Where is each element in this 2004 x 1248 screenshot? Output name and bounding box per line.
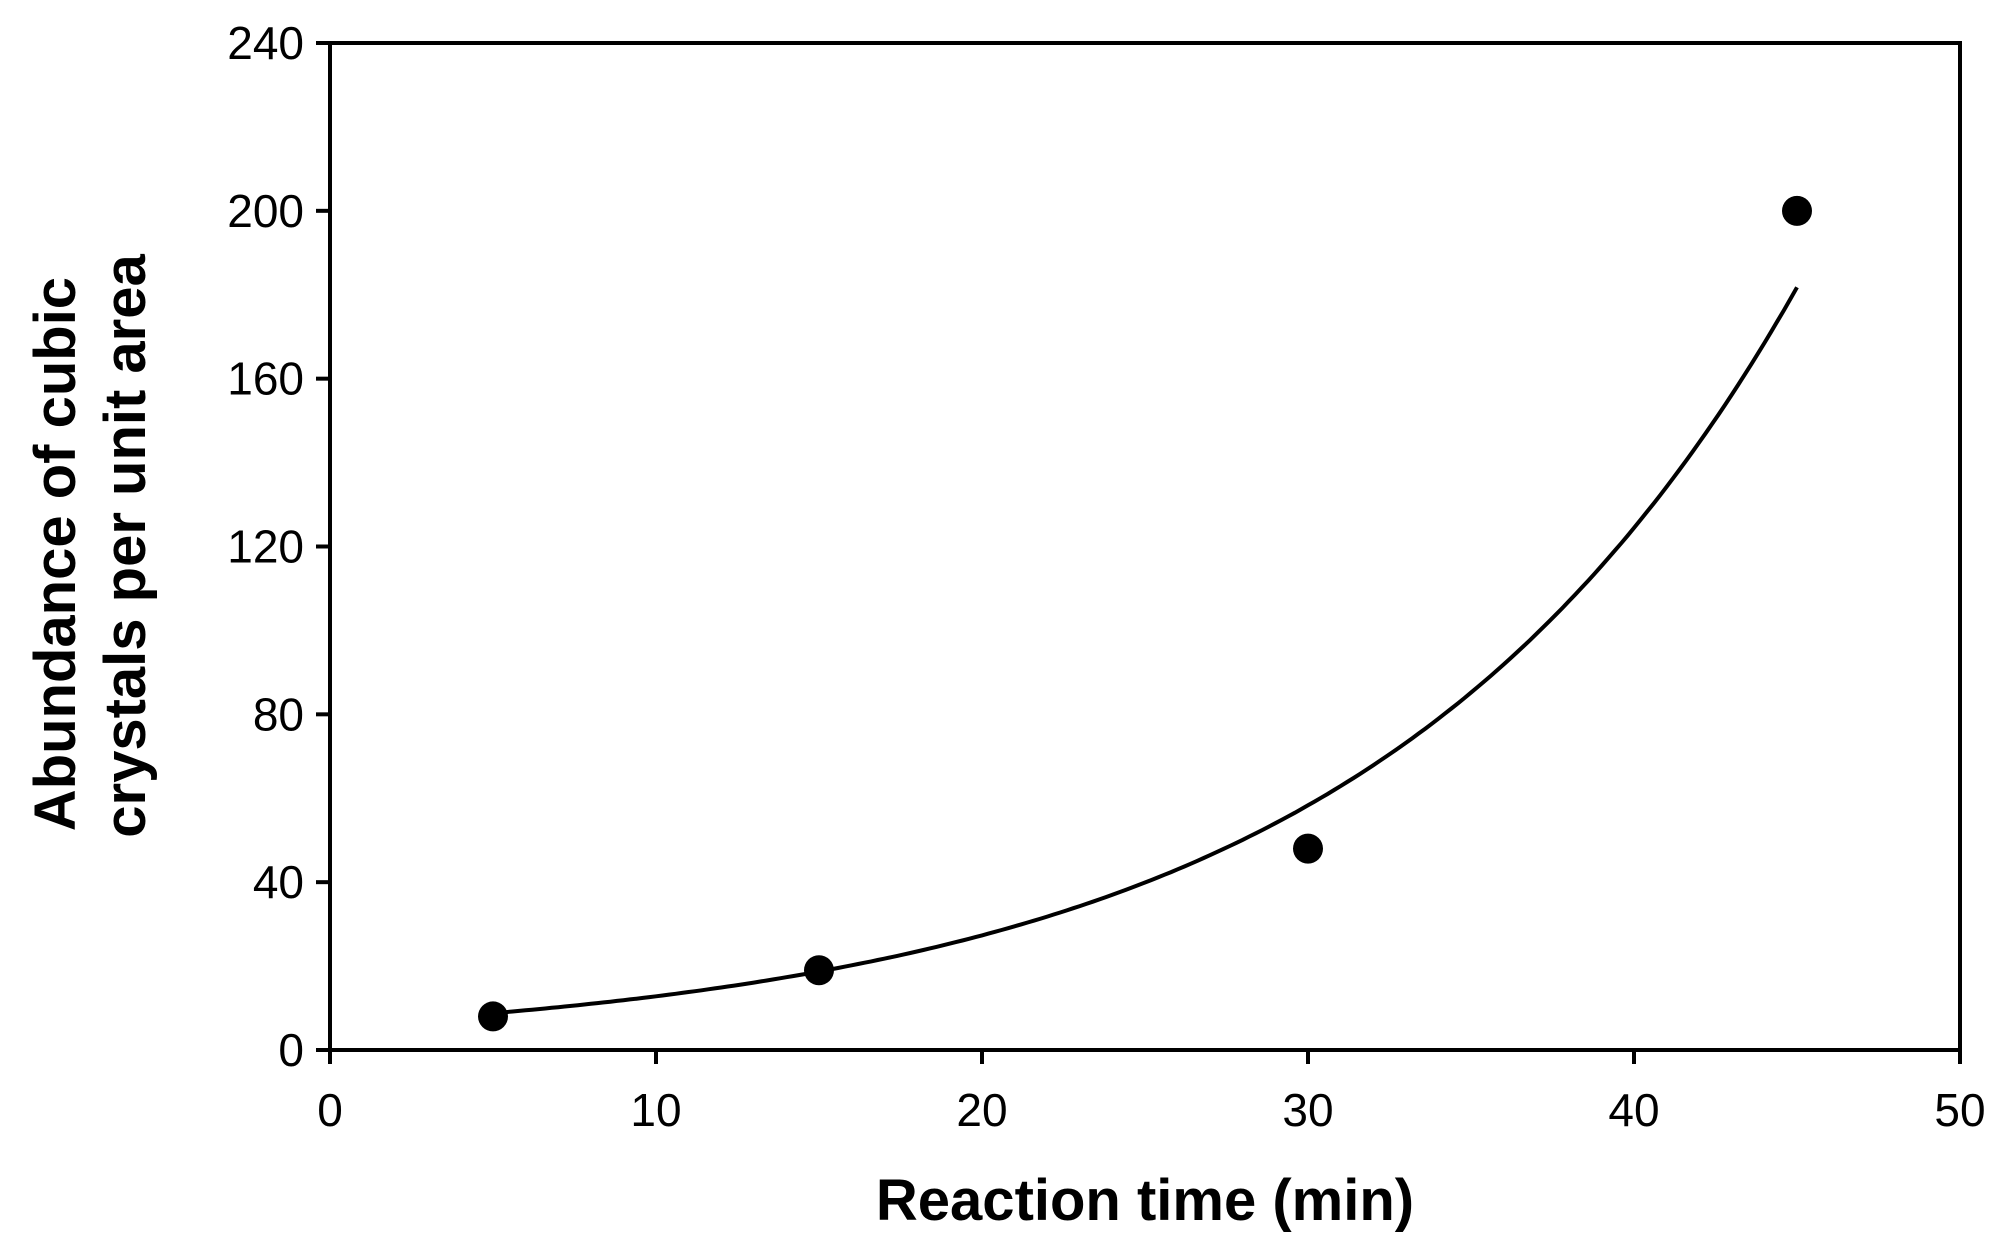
x-axis-ticks: 0 10 20 30 40 50 <box>317 1050 1986 1136</box>
x-tick-label: 0 <box>317 1084 343 1136</box>
x-tick-label: 10 <box>630 1084 681 1136</box>
y-axis-title: Abundance of cubic crystals per unit are… <box>23 254 158 838</box>
y-tick-label: 0 <box>278 1024 304 1076</box>
y-tick-label: 200 <box>227 185 304 237</box>
y-tick-label: 120 <box>227 521 304 573</box>
data-point <box>804 955 834 986</box>
data-point <box>1782 195 1812 226</box>
data-points <box>478 195 1812 1032</box>
y-axis-ticks: 0 40 80 120 160 200 240 <box>227 17 330 1076</box>
x-axis-title: Reaction time (min) <box>876 1168 1414 1233</box>
x-tick-label: 20 <box>956 1084 1007 1136</box>
x-tick-label: 40 <box>1608 1084 1659 1136</box>
data-point <box>1293 833 1323 864</box>
plot-area <box>328 41 1962 1052</box>
y-tick-label: 40 <box>253 856 304 908</box>
x-tick-label: 30 <box>1282 1084 1333 1136</box>
y-tick-label: 80 <box>253 688 304 740</box>
trendline <box>492 286 1799 1016</box>
x-tick-label: 50 <box>1934 1084 1985 1136</box>
y-axis-title-line-1: Abundance of cubic <box>23 277 88 831</box>
y-tick-label: 160 <box>227 353 304 405</box>
y-axis-title-line-2: crystals per unit area <box>93 254 158 838</box>
y-tick-label: 240 <box>227 17 304 69</box>
data-point <box>478 1001 508 1032</box>
